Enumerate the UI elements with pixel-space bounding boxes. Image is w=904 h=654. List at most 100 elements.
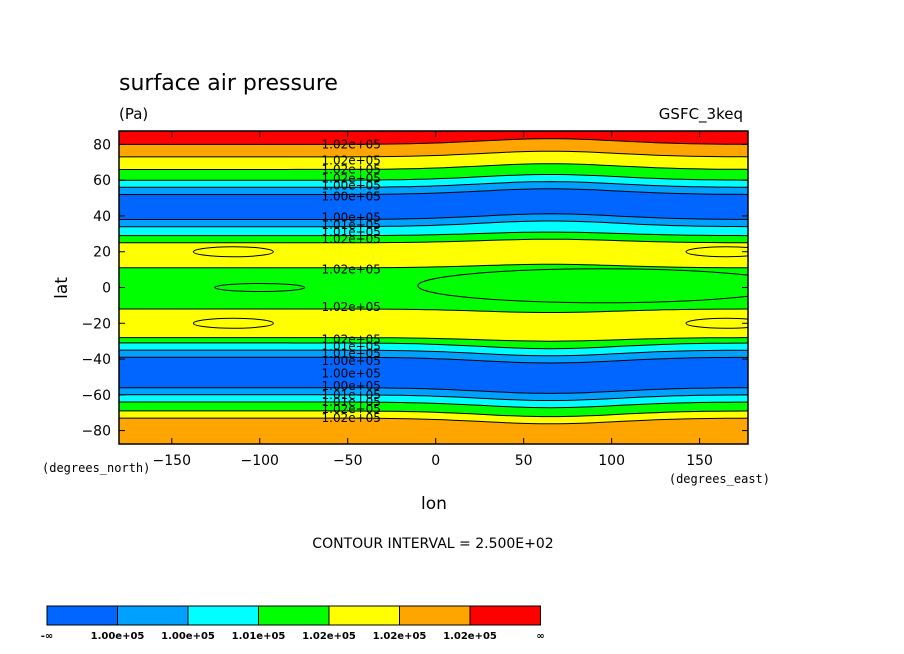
x-unit-label: (degrees_east) xyxy=(669,472,770,486)
contour-line-3 xyxy=(119,163,748,170)
y-tick-label-6: −40 xyxy=(81,352,111,368)
x-tick-label-4: 50 xyxy=(515,453,533,469)
x-tick-label-3: 0 xyxy=(431,453,440,469)
contour-band-13 xyxy=(119,337,748,349)
contour-band-17 xyxy=(119,387,748,401)
colorbar-label-3: 1.01e+05 xyxy=(232,631,286,642)
contour-line-9 xyxy=(119,231,748,237)
contour-label-14: 1.01e+05 xyxy=(322,347,381,361)
contour-band-12 xyxy=(119,309,748,342)
y-tick-label-8: −80 xyxy=(81,424,111,440)
contour-label-16: 1.00e+05 xyxy=(322,366,381,380)
contour-labels: 1.02e+051.02e+051.02e+051.02e+051.00e+05… xyxy=(322,137,381,425)
contour-label-2: 1.02e+05 xyxy=(322,162,381,176)
colorbar: -∞ 1.00e+05 1.00e+05 1.01e+05 1.02e+05 1.02e+… xyxy=(41,605,545,642)
contour-line-11 xyxy=(119,263,748,269)
contour-label-17: 1.00e+05 xyxy=(322,379,381,393)
contour-cell-equator xyxy=(417,268,748,304)
contour-label-13: 1.01e+05 xyxy=(322,340,381,354)
contour-line-1 xyxy=(119,138,748,145)
contour-band-0 xyxy=(119,131,748,145)
y-tick-label-1: 60 xyxy=(93,173,111,189)
contour-label-15: 1.00e+05 xyxy=(322,354,381,368)
contour-line-17 xyxy=(119,387,748,394)
x-tick-label-2: −50 xyxy=(333,453,363,469)
colorbar-swatch-3 xyxy=(258,605,330,626)
contour-line-4 xyxy=(119,174,748,181)
y-tick-label-7: −60 xyxy=(81,388,111,404)
contour-line-19 xyxy=(119,401,748,409)
y-tick-label-3: 20 xyxy=(93,245,111,261)
contour-band-16 xyxy=(119,357,748,394)
units-label: (Pa) xyxy=(119,105,148,123)
colorbar-label-4: 1.02e+05 xyxy=(302,631,356,642)
contour-cell-east-0 xyxy=(685,246,748,258)
contour-line-13 xyxy=(119,337,748,342)
contour-line-8 xyxy=(119,220,748,228)
contour-label-3: 1.02e+05 xyxy=(322,171,381,185)
contour-label-20: 1.02e+05 xyxy=(322,402,381,416)
contour-label-7: 1.01e+05 xyxy=(322,218,381,232)
contour-band-7 xyxy=(119,213,748,227)
contour-cell-west-1 xyxy=(192,317,274,329)
colorbar-label-7: ∞ xyxy=(536,631,544,642)
contour-label-21: 1.02e+05 xyxy=(322,411,381,425)
x-tick-label-0: −150 xyxy=(153,453,191,469)
colorbar-swatch-2 xyxy=(187,605,259,626)
x-tick-label-1: −100 xyxy=(241,453,279,469)
contour-band-1 xyxy=(119,138,748,157)
contour-line-16 xyxy=(119,356,748,364)
contour-band-6 xyxy=(119,188,748,220)
y-tick-label-5: −20 xyxy=(81,316,111,332)
contour-line-20 xyxy=(119,410,748,418)
colorbar-swatch-4 xyxy=(328,605,400,626)
contour-band-2 xyxy=(119,151,748,170)
contour-label-9: 1.02e+05 xyxy=(322,232,381,246)
contour-line-18 xyxy=(119,394,748,401)
colorbar-label-1: 1.00e+05 xyxy=(91,631,145,642)
contour-band-18 xyxy=(119,394,748,408)
contour-label-12: 1.02e+05 xyxy=(322,332,381,346)
contour-label-0: 1.02e+05 xyxy=(322,137,381,151)
contour-band-5 xyxy=(119,181,748,195)
y-unit-label: (degrees_north) xyxy=(42,461,150,475)
contour-band-4 xyxy=(119,174,748,188)
contour-label-10: 1.02e+05 xyxy=(322,263,381,277)
chart-title: surface air pressure xyxy=(119,71,338,96)
contour-band-20 xyxy=(119,410,748,424)
contour-line-12 xyxy=(119,308,748,313)
contour-line-21 xyxy=(119,417,748,425)
x-axis-label: lon xyxy=(421,494,447,514)
filled-contour-bands xyxy=(119,131,748,444)
x-tick-label-6: 150 xyxy=(686,453,713,469)
colorbar-swatch-6 xyxy=(469,605,541,626)
contour-band-15 xyxy=(119,350,748,363)
colorbar-swatch-5 xyxy=(399,605,471,626)
contour-band-8 xyxy=(119,221,748,236)
contour-band-3 xyxy=(119,163,748,181)
y-tick-label-4: 0 xyxy=(102,281,111,297)
x-tick-label-5: 100 xyxy=(598,453,625,469)
colorbar-label-6: 1.02e+05 xyxy=(443,631,497,642)
colorbar-swatch-0 xyxy=(46,605,118,626)
contour-line-2 xyxy=(119,150,748,158)
contour-label-1: 1.02e+05 xyxy=(322,154,381,168)
contour-band-14 xyxy=(119,342,748,356)
contour-label-5: 1.00e+05 xyxy=(322,189,381,203)
contour-line-7 xyxy=(119,213,748,220)
colorbar-label-2: 1.00e+05 xyxy=(161,631,215,642)
x-axis-ticks: −150 −100 −50 0 50 100 150 xyxy=(153,131,713,469)
y-axis-ticks: 80 60 40 20 0 −20 −40 −60 −80 xyxy=(81,137,748,440)
contour-line-6 xyxy=(119,188,748,195)
contour-label-18: 1.01e+05 xyxy=(322,388,381,402)
contour-label-8: 1.01e+05 xyxy=(322,225,381,239)
contour-cell-west-0 xyxy=(192,246,274,258)
y-axis-label: lat xyxy=(52,277,72,299)
contour-lines xyxy=(119,138,748,425)
contour-label-19: 1.01e+05 xyxy=(322,395,381,409)
contour-interval-text: CONTOUR INTERVAL = 2.500E+02 xyxy=(312,536,553,552)
contour-label-4: 1.00e+05 xyxy=(322,179,381,193)
contour-band-19 xyxy=(119,402,748,417)
contour-label-6: 1.00e+05 xyxy=(322,211,381,225)
